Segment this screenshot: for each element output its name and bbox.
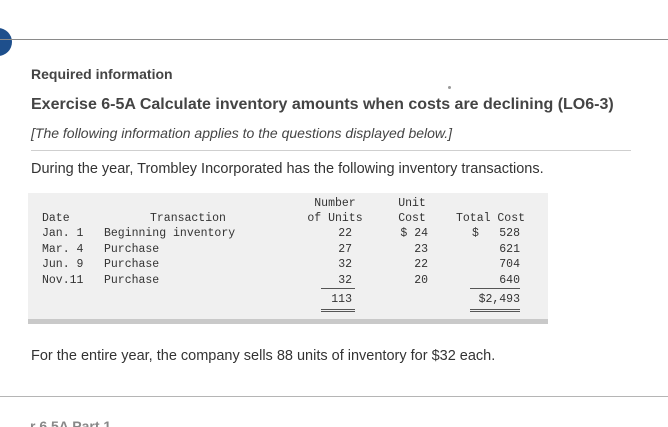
inventory-table-footer-bar xyxy=(28,319,548,324)
total-double-rule xyxy=(470,309,520,312)
next-section-heading-cutoff: r 6 5A Part 1 xyxy=(30,418,112,427)
header-total-cost: Total Cost xyxy=(456,212,526,225)
row-total-cost: 528 xyxy=(499,227,520,240)
row-unit-cost: $ 24 xyxy=(400,227,428,240)
top-divider xyxy=(0,39,668,40)
header-units-line2: of Units xyxy=(307,212,363,225)
row-date: Jan. 1 xyxy=(42,227,84,240)
exercise-title: Exercise 6-5A Calculate inventory amount… xyxy=(31,96,614,113)
row-total-cost: 621 xyxy=(499,243,520,256)
inventory-table xyxy=(28,193,548,319)
bottom-divider xyxy=(0,396,668,397)
row-units: 32 xyxy=(338,258,352,271)
side-tab-marker xyxy=(0,28,12,56)
row-units: 27 xyxy=(338,243,352,256)
row-units: 22 xyxy=(338,227,352,240)
total-units: 113 xyxy=(331,293,352,306)
grand-total-cost: $2,493 xyxy=(478,293,520,306)
header-transaction: Transaction xyxy=(150,212,226,225)
units-double-rule xyxy=(321,309,355,312)
row-transaction: Purchase xyxy=(104,243,160,256)
header-cost-line1: Unit xyxy=(398,197,426,210)
row-date: Nov.11 xyxy=(42,274,84,287)
total-subtotal-rule xyxy=(470,288,520,289)
row-transaction: Beginning inventory xyxy=(104,227,236,240)
row-transaction: Purchase xyxy=(104,274,160,287)
row-unit-cost: 22 xyxy=(414,258,428,271)
units-subtotal-rule xyxy=(321,288,355,289)
row-date: Jun. 9 xyxy=(42,258,84,271)
header-date: Date xyxy=(42,212,70,225)
row-transaction: Purchase xyxy=(104,258,160,271)
header-cost-line2: Cost xyxy=(398,212,426,225)
required-information-heading: Required information xyxy=(31,66,173,82)
row-total-cost: 704 xyxy=(499,258,520,271)
stray-dot xyxy=(448,86,451,89)
row-unit-cost: 23 xyxy=(414,243,428,256)
row-total-prefix: $ xyxy=(472,227,479,240)
intro-text: During the year, Trombley Incorporated h… xyxy=(31,161,544,177)
applies-note: [The following information applies to th… xyxy=(31,125,453,141)
row-units: 32 xyxy=(338,274,352,287)
row-date: Mar. 4 xyxy=(42,243,84,256)
row-total-cost: 640 xyxy=(499,274,520,287)
sales-info-text: For the entire year, the company sells 8… xyxy=(31,348,496,364)
header-units-line1: Number xyxy=(314,197,356,210)
section-divider xyxy=(31,150,631,151)
row-unit-cost: 20 xyxy=(414,274,428,287)
